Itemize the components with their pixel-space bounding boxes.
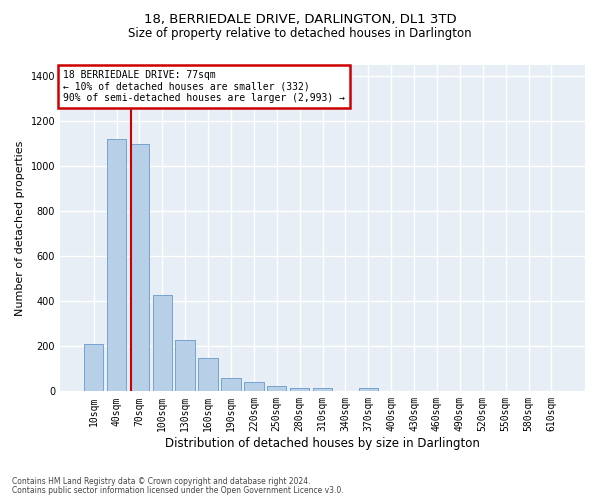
Bar — [221, 378, 241, 392]
Bar — [313, 388, 332, 392]
Bar — [152, 294, 172, 392]
Bar — [107, 140, 126, 392]
Bar — [267, 386, 286, 392]
Bar — [84, 344, 103, 392]
Text: Contains HM Land Registry data © Crown copyright and database right 2024.: Contains HM Land Registry data © Crown c… — [12, 477, 311, 486]
Text: 18 BERRIEDALE DRIVE: 77sqm
← 10% of detached houses are smaller (332)
90% of sem: 18 BERRIEDALE DRIVE: 77sqm ← 10% of deta… — [62, 70, 344, 103]
Y-axis label: Number of detached properties: Number of detached properties — [15, 140, 25, 316]
Text: Size of property relative to detached houses in Darlington: Size of property relative to detached ho… — [128, 28, 472, 40]
Text: Contains public sector information licensed under the Open Government Licence v3: Contains public sector information licen… — [12, 486, 344, 495]
Bar — [130, 144, 149, 392]
Bar — [199, 358, 218, 392]
Bar — [244, 382, 263, 392]
Bar — [175, 340, 195, 392]
Bar — [290, 388, 310, 392]
X-axis label: Distribution of detached houses by size in Darlington: Distribution of detached houses by size … — [165, 437, 480, 450]
Text: 18, BERRIEDALE DRIVE, DARLINGTON, DL1 3TD: 18, BERRIEDALE DRIVE, DARLINGTON, DL1 3T… — [143, 12, 457, 26]
Bar — [359, 388, 378, 392]
